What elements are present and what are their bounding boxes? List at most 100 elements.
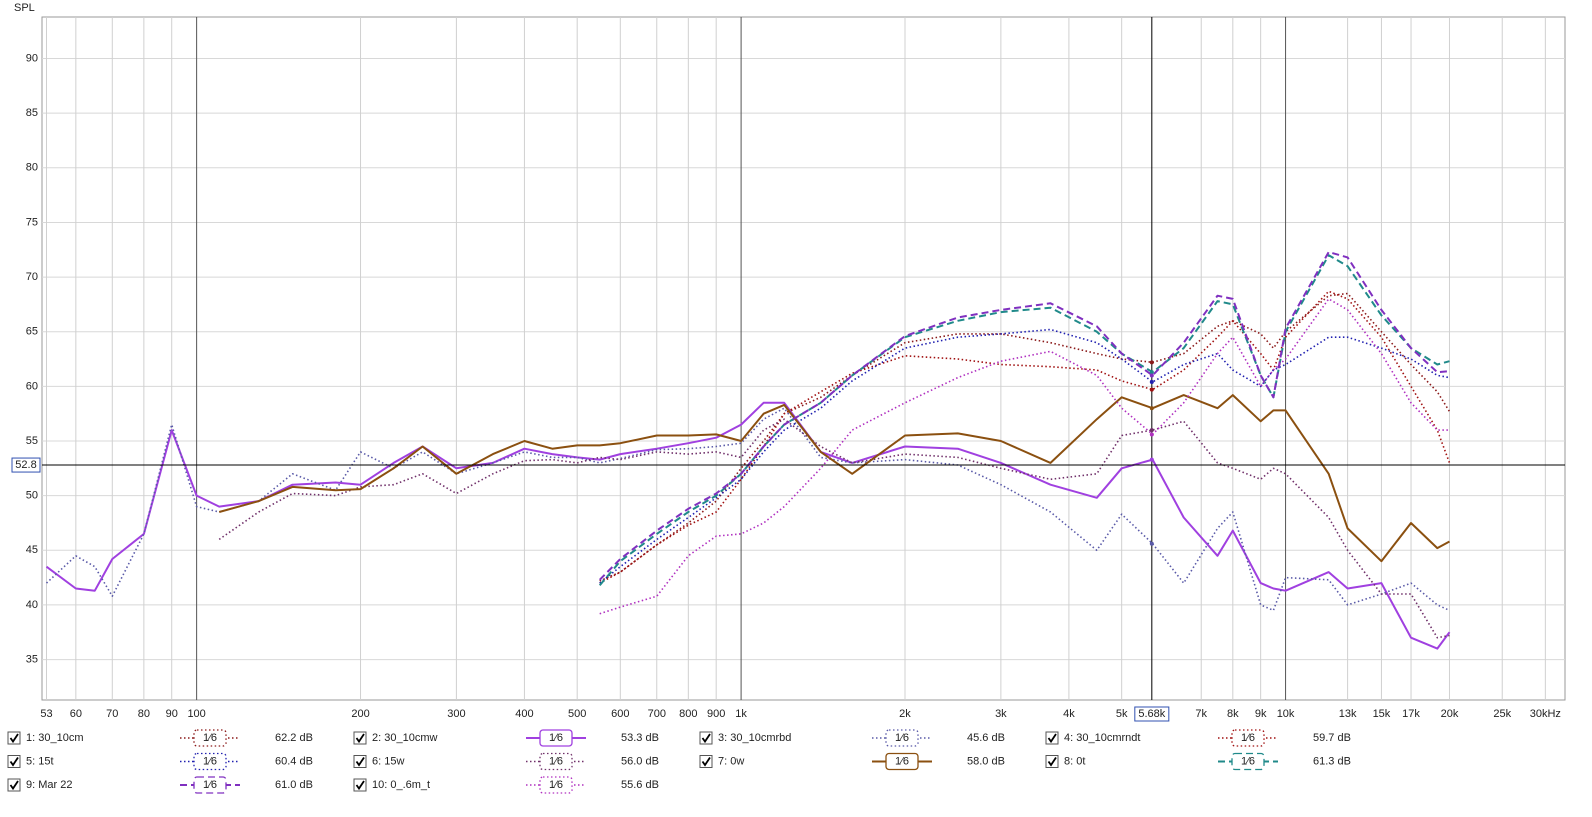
cursor-point [1149,379,1154,384]
cursor-point [1149,406,1154,411]
legend-name[interactable]: 9: Mar 22 [26,779,72,791]
series-line [45,407,1450,612]
x-tick-label: 700 [648,708,666,720]
smoothing-label[interactable]: 1⁄6 [1241,755,1255,767]
checkmark [1047,733,1057,744]
legend-name[interactable]: 1: 30_10cm [26,732,83,744]
y-tick-label: 90 [26,52,38,64]
x-tick-label: 70 [106,708,118,720]
cursor: 52.8 5.68k [11,17,1565,722]
checkbox[interactable] [7,731,21,745]
smoothing-box[interactable] [539,752,573,771]
legend-name[interactable]: 7: 0w [718,755,744,767]
smoothing-box[interactable] [193,752,227,771]
legend-value: 61.3 dB [1313,755,1351,767]
legend-value: 60.4 dB [275,755,313,767]
y-tick-label: 55 [26,435,38,447]
smoothing-box[interactable] [193,776,227,794]
cursor-point [1149,428,1154,433]
legend-name[interactable]: 3: 30_10cmrbd [718,732,791,744]
legend-name[interactable]: 5: 15t [26,755,54,767]
checkbox[interactable] [353,731,367,745]
legend-value: 62.2 dB [275,732,313,744]
smoothing-box[interactable] [539,729,573,747]
x-tick-label: 13k [1339,708,1357,720]
legend-name[interactable]: 8: 0t [1064,755,1085,767]
x-tick-label: 5k [1116,708,1128,720]
smoothing-label[interactable]: 1⁄6 [1241,732,1255,744]
cursor-x-box [1134,706,1170,722]
cursor-point [1149,387,1154,392]
smoothing-label[interactable]: 1⁄6 [895,732,909,744]
checkbox[interactable] [699,755,713,768]
x-tick-label: 30kHz [1530,708,1561,720]
checkmark [9,757,19,767]
smoothing-label[interactable]: 1⁄6 [549,755,563,767]
smoothing-label[interactable]: 1⁄6 [549,779,563,791]
legend-name[interactable]: 4: 30_10cmrndt [1064,732,1140,744]
y-tick-label: 50 [26,490,38,502]
y-tick-label: 65 [26,326,38,338]
checkbox[interactable] [7,778,21,792]
checkmark [9,780,19,791]
smoothing-box[interactable] [193,729,227,747]
checkmark [1047,757,1057,767]
legend: 1: 30_10cm 1⁄6 62.2 dB 2: 30_10cmw 1⁄6 53.3 d… [7,729,1351,794]
checkbox[interactable] [353,778,367,792]
checkbox[interactable] [1045,755,1059,768]
legend-value: 61.0 dB [275,779,313,791]
smoothing-box[interactable] [539,776,573,794]
checkbox[interactable] [699,731,713,745]
cursor-point [1149,373,1154,378]
cursor-point [1149,370,1154,375]
legend-name[interactable]: 6: 15w [372,755,404,767]
x-tick-label: 900 [707,708,725,720]
cursor-x-label: 5.68k [1138,708,1165,720]
smoothing-label[interactable]: 1⁄6 [549,732,563,744]
x-tick-label: 600 [611,708,629,720]
x-tick-label: 1k [735,708,747,720]
checkmark [9,733,19,744]
smoothing-box[interactable] [1231,729,1265,747]
x-tick-label: 17k [1402,708,1420,720]
legend-name[interactable]: 10: 0_.6m_t [372,779,430,791]
x-tick-label: 500 [568,708,586,720]
x-tick-label: 200 [351,708,369,720]
x-tick-label: 90 [166,708,178,720]
smoothing-label[interactable]: 1⁄6 [203,779,217,791]
cursor-y-box [11,457,41,473]
checkbox[interactable] [353,755,367,768]
smoothing-box[interactable] [885,752,919,771]
smoothing-box[interactable] [885,729,919,747]
smoothing-label[interactable]: 1⁄6 [203,732,217,744]
cursor-y-label: 52.8 [15,459,36,471]
smoothing-label[interactable]: 1⁄6 [203,755,217,767]
legend-value: 45.6 dB [967,732,1005,744]
legend-value: 59.7 dB [1313,732,1351,744]
x-tick-label: 53 [40,708,52,720]
checkmark [701,757,711,767]
cursor-point [1149,432,1154,437]
cursor-point [1149,360,1154,365]
x-tick-label: 20k [1441,708,1459,720]
x-tick-label: 3k [995,708,1007,720]
smoothing-box[interactable] [1231,752,1265,771]
x-tick-label: 4k [1063,708,1075,720]
curves [45,251,1451,650]
checkbox[interactable] [7,755,21,768]
y-tick-label: 45 [26,544,38,556]
y-tick-label: 40 [26,599,38,611]
legend-value: 55.6 dB [621,779,659,791]
legend-name[interactable]: 2: 30_10cmw [372,732,437,744]
legend-value: 56.0 dB [621,755,659,767]
x-tick-label: 400 [515,708,533,720]
grid: 35 40 45 50 55 60 65 70 75 80 85 90 53 60 70 80 90 100 200… [26,17,1565,720]
series-line [599,328,1450,584]
y-axis-label: SPL [14,2,35,14]
checkbox[interactable] [1045,731,1059,745]
smoothing-label[interactable]: 1⁄6 [895,755,909,767]
x-tick-label: 9k [1255,708,1267,720]
checkmark [355,757,365,767]
x-tick-label: 60 [70,708,82,720]
